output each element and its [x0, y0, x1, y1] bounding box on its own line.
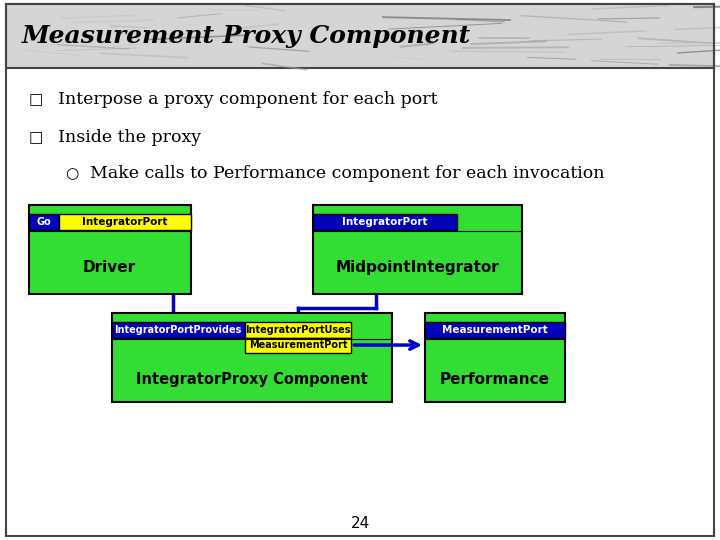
Bar — [245, 338, 351, 353]
Text: IntegratorPort: IntegratorPort — [82, 217, 168, 227]
Bar — [6, 4, 714, 68]
Text: □: □ — [29, 130, 43, 145]
Text: IntegratorProxy Component: IntegratorProxy Component — [136, 372, 368, 387]
Bar — [29, 214, 59, 230]
Text: MeasurementPort: MeasurementPort — [249, 340, 347, 350]
Bar — [425, 322, 565, 338]
Text: Go: Go — [37, 217, 51, 227]
Text: Inside the proxy: Inside the proxy — [58, 129, 201, 146]
Text: □: □ — [29, 92, 43, 107]
Bar — [59, 214, 191, 230]
Text: ○: ○ — [65, 166, 78, 181]
Bar — [425, 313, 565, 402]
Bar — [313, 205, 522, 294]
Text: IntegratorPortProvides: IntegratorPortProvides — [114, 325, 242, 335]
Text: Measurement Proxy Component: Measurement Proxy Component — [22, 24, 471, 48]
Bar — [313, 214, 457, 230]
Bar — [29, 205, 191, 294]
Text: Make calls to Performance component for each invocation: Make calls to Performance component for … — [90, 165, 605, 183]
Text: Interpose a proxy component for each port: Interpose a proxy component for each por… — [58, 91, 437, 109]
Bar — [112, 322, 245, 338]
Text: MidpointIntegrator: MidpointIntegrator — [336, 260, 500, 275]
Bar — [112, 313, 392, 402]
Text: Driver: Driver — [83, 260, 136, 275]
Text: 24: 24 — [351, 516, 369, 531]
Bar — [245, 322, 351, 338]
Text: IntegratorPortUses: IntegratorPortUses — [246, 325, 351, 335]
Text: MeasurementPort: MeasurementPort — [442, 325, 548, 335]
Text: IntegratorPort: IntegratorPort — [343, 217, 428, 227]
Text: Performance: Performance — [440, 372, 549, 387]
